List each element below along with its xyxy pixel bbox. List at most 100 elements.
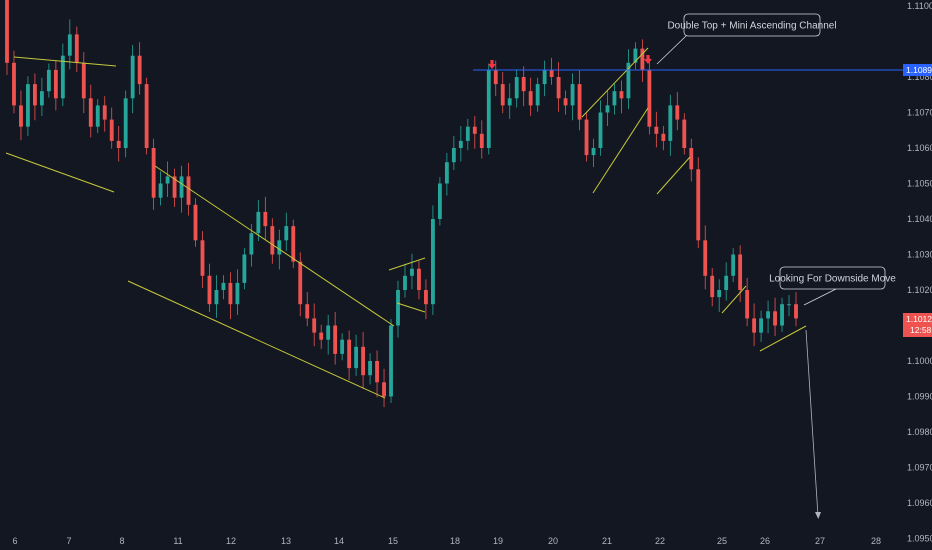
candle-body	[794, 304, 798, 319]
candle-body	[193, 204, 198, 241]
callout-downside[interactable]: Looking For Downside Move	[769, 266, 896, 306]
date-tick-label: 18	[450, 536, 460, 546]
candle-body	[88, 98, 93, 127]
candle-body	[654, 126, 659, 134]
candle-body	[130, 55, 135, 99]
candle-body	[549, 69, 554, 77]
trendline[interactable]	[154, 165, 395, 327]
date-tick-label: 22	[655, 536, 665, 546]
callout-double-top[interactable]: Double Top + Mini Ascending Channel	[656, 13, 837, 65]
price-tick-label: 1.09700	[907, 463, 932, 473]
candle-body	[535, 84, 540, 106]
candle-body	[186, 176, 191, 205]
candle-body	[675, 105, 680, 120]
candle-body	[724, 275, 729, 290]
date-tick-label: 14	[334, 536, 344, 546]
candle-body	[507, 98, 512, 106]
candle-body	[291, 226, 296, 262]
trendline[interactable]	[592, 107, 649, 194]
candle-body	[556, 77, 561, 99]
arrow-down-icon	[644, 55, 652, 64]
candle-body	[207, 275, 212, 305]
date-axis[interactable]: 6 7 8 11 12 13 14 15 18 19 20 21 22 25 26 27 28	[12, 536, 881, 546]
candle-body	[298, 261, 303, 305]
candle-body	[263, 211, 268, 227]
candle-body	[67, 34, 72, 56]
candle-body	[612, 91, 617, 106]
price-tick-label: 1.10600	[907, 143, 932, 153]
candle-body	[437, 183, 442, 219]
candle-body	[326, 325, 331, 340]
date-tick-label: 26	[760, 536, 770, 546]
candle-body	[479, 133, 484, 148]
candle-body	[514, 77, 519, 99]
candle-body	[444, 162, 449, 184]
trendline[interactable]	[13, 56, 117, 67]
candle-body	[256, 211, 261, 234]
date-tick-label: 28	[871, 536, 881, 546]
candles-layer	[5, 0, 798, 408]
price-axis[interactable]: 1.111001.110001.108001.107001.106001.105…	[907, 0, 932, 544]
trendline[interactable]	[127, 280, 386, 399]
trendline[interactable]	[759, 325, 807, 352]
resistance-price-badge: 1.10899	[903, 64, 932, 76]
candle-body	[158, 183, 163, 198]
candle-body	[32, 84, 37, 106]
date-tick-label: 13	[281, 536, 291, 546]
candle-body	[528, 91, 533, 106]
candle-body	[710, 275, 715, 298]
candle-body	[12, 62, 16, 106]
price-tick-label: 1.10400	[907, 214, 932, 224]
svg-text:1.10126: 1.10126	[906, 314, 932, 324]
candle-body	[137, 55, 142, 85]
candle-body	[493, 69, 498, 85]
svg-text:1.10899: 1.10899	[906, 65, 932, 75]
candle-body	[717, 290, 722, 298]
candle-body	[472, 126, 477, 134]
candle-body	[235, 282, 240, 305]
date-tick-label: 7	[66, 536, 71, 546]
price-tick-label: 1.09900	[907, 392, 932, 402]
date-tick-label: 20	[548, 536, 558, 546]
candle-body	[417, 268, 421, 290]
trendline[interactable]	[388, 257, 426, 271]
candle-body	[766, 311, 770, 319]
price-tick-label: 1.10300	[907, 250, 932, 260]
candle-body	[696, 169, 701, 241]
candle-body	[277, 240, 282, 255]
candle-body	[39, 91, 44, 106]
trendline[interactable]	[396, 302, 426, 313]
candle-body	[410, 268, 414, 276]
candle-body	[242, 254, 247, 283]
price-tick-label: 1.10800	[907, 72, 932, 82]
date-tick-label: 27	[815, 536, 825, 546]
candle-body	[486, 69, 491, 148]
candle-body	[179, 176, 184, 198]
trendline[interactable]	[721, 285, 747, 314]
candle-body	[74, 34, 79, 63]
candle-body	[26, 84, 30, 127]
candle-body	[368, 361, 372, 376]
candle-body	[521, 77, 526, 92]
candle-body	[647, 69, 652, 127]
candle-body	[305, 304, 310, 319]
candle-body	[500, 84, 505, 106]
trendline[interactable]	[656, 156, 691, 195]
arrow-head-icon	[815, 512, 821, 519]
candle-body	[661, 133, 666, 141]
price-tick-label: 1.11000	[907, 1, 932, 11]
price-tick-label: 1.09800	[907, 427, 932, 437]
candle-body	[465, 126, 470, 141]
trendline[interactable]	[5, 152, 115, 193]
projection-arrow[interactable]	[805, 329, 819, 517]
candle-body	[221, 282, 226, 290]
candle-body	[165, 176, 170, 184]
trendline[interactable]	[581, 47, 649, 118]
candle-body	[144, 84, 149, 148]
candle-body	[780, 304, 784, 326]
candle-body	[731, 254, 736, 276]
candle-body	[249, 233, 254, 255]
candle-body	[689, 148, 694, 170]
candle-body	[123, 98, 128, 148]
